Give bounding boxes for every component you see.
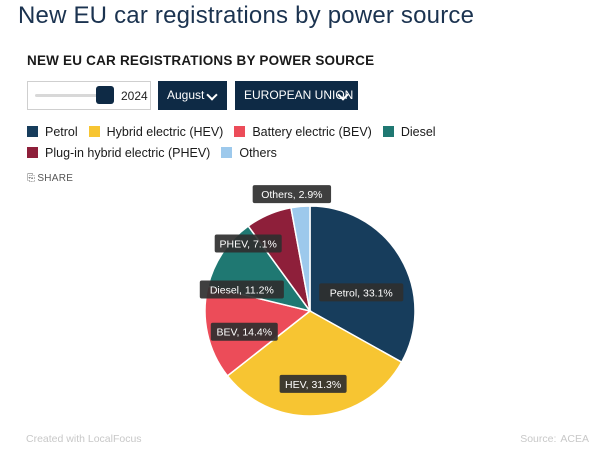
month-dropdown-label: August xyxy=(167,88,205,102)
legend-swatch xyxy=(234,126,246,137)
share-icon: ⎘ xyxy=(27,173,36,184)
legend-item[interactable]: Plug-in hybrid electric (PHEV) xyxy=(27,145,210,160)
slice-data-label-bg xyxy=(252,185,332,204)
slice-data-label: BEV, 14.4% xyxy=(210,322,278,341)
slice-data-label-text: HEV, 31.3% xyxy=(285,379,341,391)
pie-slice[interactable] xyxy=(226,310,403,417)
region-dropdown[interactable]: EUROPEAN UNION xyxy=(235,81,358,110)
chart-legend: Petrol Hybrid electric (HEV) Battery elect… xyxy=(27,124,587,160)
pie-slice[interactable] xyxy=(290,205,311,312)
legend-label: Petrol xyxy=(45,124,78,139)
slice-data-label-text: Petrol, 33.1% xyxy=(330,287,393,299)
legend-label: Plug-in hybrid electric (PHEV) xyxy=(45,145,211,160)
share-button[interactable]: ⎘ SHARE xyxy=(27,173,73,184)
slice-data-label-bg xyxy=(210,322,278,341)
slice-data-label-text: Others, 2.9% xyxy=(261,189,322,201)
legend-label: Diesel xyxy=(400,124,436,139)
legend-item[interactable]: Petrol xyxy=(27,124,78,139)
slice-data-label: PHEV, 7.1% xyxy=(214,234,282,253)
legend-item[interactable]: Diesel xyxy=(382,124,436,139)
slider-thumb[interactable] xyxy=(95,86,114,104)
chart-title: NEW EU CAR REGISTRATIONS BY POWER SOURCE xyxy=(27,53,375,68)
legend-swatch xyxy=(27,147,38,158)
created-with-credit[interactable]: Created with LocalFocus xyxy=(26,433,142,445)
slice-data-label: Petrol, 33.1% xyxy=(319,283,404,302)
slice-data-label: Others, 2.9% xyxy=(252,185,332,204)
share-label: SHARE xyxy=(37,173,74,184)
month-dropdown[interactable]: August xyxy=(158,81,227,110)
legend-swatch xyxy=(221,147,233,158)
slice-data-label-text: BEV, 14.4% xyxy=(216,327,272,339)
year-slider[interactable]: 2024 xyxy=(27,81,151,110)
legend-item[interactable]: Battery electric (BEV) xyxy=(234,124,372,139)
slice-data-label-bg xyxy=(279,374,347,393)
slice-data-label-text: Diesel, 11.2% xyxy=(210,284,274,296)
source-credit: Source: ACEA xyxy=(516,433,589,445)
legend-swatch xyxy=(27,126,38,137)
legend-item[interactable]: Hybrid electric (HEV) xyxy=(88,124,224,139)
slice-data-label-bg xyxy=(199,280,284,299)
slice-data-label-bg xyxy=(319,283,404,302)
legend-swatch xyxy=(382,126,394,137)
legend-swatch xyxy=(88,126,100,137)
slider-track[interactable] xyxy=(35,94,105,97)
region-dropdown-label: EUROPEAN UNION xyxy=(244,88,354,102)
slice-data-label: Diesel, 11.2% xyxy=(199,280,284,299)
source-value: ACEA xyxy=(560,433,589,445)
legend-label: Others xyxy=(239,145,277,160)
source-label: Source: xyxy=(520,433,557,445)
slice-data-label-text: PHEV, 7.1% xyxy=(219,239,276,251)
slice-data-label-bg xyxy=(214,234,282,253)
page-title: New EU car registrations by power source xyxy=(18,2,475,29)
legend-label: Hybrid electric (HEV) xyxy=(106,124,224,139)
legend-item[interactable]: Others xyxy=(221,145,277,160)
slice-data-label: HEV, 31.3% xyxy=(279,374,347,393)
legend-label: Battery electric (BEV) xyxy=(252,124,372,139)
year-value: 2024 xyxy=(121,89,148,103)
